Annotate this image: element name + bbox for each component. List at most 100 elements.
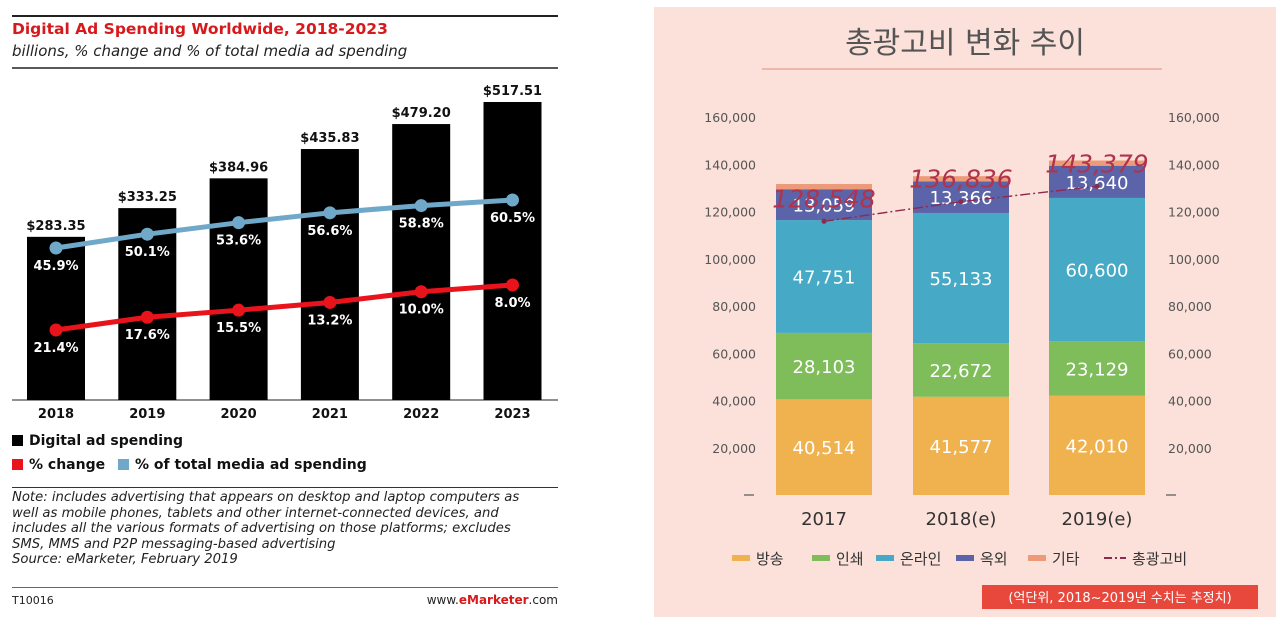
bar-segment — [1049, 160, 1145, 166]
point-pct-total-media — [49, 241, 63, 255]
pct-total-media-label: 53.6% — [216, 234, 261, 249]
x-tick-label: 2022 — [403, 407, 439, 422]
left-chart-panel: Digital Ad Spending Worldwide, 2018-2023… — [0, 0, 570, 627]
point-total — [1094, 183, 1100, 189]
y-tick-label-right: 120,000 — [1168, 205, 1220, 220]
line-total — [823, 185, 1098, 222]
segment-value-label: 13,059 — [793, 196, 856, 217]
segment-value-label: 60,600 — [1066, 261, 1129, 282]
bar-segment — [913, 343, 1009, 397]
legend-label: 총광고비 — [1132, 550, 1187, 568]
bar-segment — [1049, 197, 1145, 342]
legend-label: 기타 — [1052, 550, 1080, 568]
legend-swatch — [956, 555, 974, 561]
point-pct-total-media — [506, 193, 519, 207]
point-pct-change — [323, 295, 337, 309]
line-pct-change — [55, 282, 513, 333]
y-tick-label-left: 80,000 — [712, 299, 756, 314]
bar-2023 — [483, 102, 542, 400]
legend-swatch — [732, 555, 750, 561]
legend-swatch-pct-change — [12, 459, 23, 470]
line-pct-total-media — [55, 197, 513, 251]
y-tick-label-left: 120,000 — [704, 205, 756, 220]
bar-segment — [1049, 395, 1145, 495]
note-source: Source: eMarketer, February 2019 — [12, 552, 238, 568]
x-tick-label: 2021 — [312, 407, 348, 422]
legend-label-pct-change: % change — [29, 457, 105, 473]
segment-value-label: 23,129 — [1066, 359, 1129, 380]
y-tick-label-right: 100,000 — [1168, 252, 1220, 267]
point-pct-total-media — [232, 216, 246, 230]
footer-site[interactable]: www.eMarketer.com — [427, 593, 558, 607]
legend-swatch-pct-total-media — [118, 459, 129, 470]
legend-swatch — [812, 555, 830, 561]
bar-value-label: $283.35 — [26, 219, 85, 234]
x-tick-label: 2020 — [221, 407, 257, 422]
note-line: SMS, MMS and P2P messaging-based adverti… — [12, 536, 336, 552]
note-line: includes all the various formats of adve… — [12, 521, 511, 537]
x-tick-label: 2019(e) — [1062, 509, 1133, 530]
point-pct-total-media — [140, 227, 154, 241]
legend-label-pct-total-media: % of total media ad spending — [135, 457, 367, 473]
point-pct-change — [232, 303, 246, 317]
legend-swatch — [876, 555, 894, 561]
segment-value-label: 47,751 — [793, 267, 856, 288]
y-tick-label-left: 40,000 — [712, 394, 756, 409]
bar-segment — [776, 332, 872, 400]
bar-segment — [913, 396, 1009, 495]
footer-code: T10016 — [12, 594, 54, 607]
y-tick-label-right: 140,000 — [1168, 157, 1220, 172]
total-value-label: 128,548 — [772, 184, 875, 213]
legend-label: 인쇄 — [836, 550, 864, 568]
pct-total-media-label: 58.8% — [399, 217, 444, 232]
x-tick-label: 2017 — [801, 509, 847, 530]
y-tick-label-right: 40,000 — [1168, 394, 1212, 409]
y-tick-label-right: 160,000 — [1168, 110, 1220, 125]
pct-change-label: 21.4% — [33, 341, 78, 356]
legend-label-digital-ad-spending: Digital ad spending — [29, 433, 183, 449]
bar-value-label: $435.83 — [300, 131, 359, 146]
bar-2021 — [300, 149, 359, 400]
left-chart-note: Note: includes advertising that appears … — [12, 490, 562, 568]
pct-change-label: 10.0% — [399, 303, 444, 318]
legend-swatch-digital-ad-spending — [12, 435, 23, 446]
bar-segment — [776, 184, 872, 190]
pct-change-label: 17.6% — [125, 328, 170, 343]
y-tick-label-left: 140,000 — [704, 157, 756, 172]
pct-change-label: 8.0% — [494, 296, 530, 311]
bar-value-label: $517.51 — [483, 84, 542, 99]
y-tick-label-right: 60,000 — [1168, 346, 1212, 361]
x-tick-label: 2018 — [38, 407, 74, 422]
bar-value-label: $333.25 — [118, 190, 177, 205]
bar-segment — [913, 176, 1009, 182]
bar-segment — [776, 399, 872, 495]
segment-value-label: 22,672 — [930, 361, 993, 382]
y-tick-label-left: 160,000 — [704, 110, 756, 125]
pct-total-media-label: 56.6% — [307, 224, 352, 239]
bar-value-label: $479.20 — [392, 106, 451, 121]
y-tick-label-left: 20,000 — [712, 441, 756, 456]
bar-2020 — [209, 178, 268, 400]
bar-segment — [913, 212, 1009, 344]
y-tick-label-right: 20,000 — [1168, 441, 1212, 456]
segment-value-label: 55,133 — [930, 269, 993, 290]
pct-change-label: 13.2% — [307, 313, 352, 328]
segment-value-label: 28,103 — [793, 357, 856, 378]
point-pct-total-media — [323, 206, 337, 220]
point-total — [821, 218, 827, 224]
legend-label: 방송 — [756, 550, 784, 568]
right-chart-panel: 총광고비 변화 추이 20,000 20,000 40,000 40,000 60,00… — [654, 7, 1276, 617]
left-chart-subtitle: billions, % change and % of total media … — [12, 42, 407, 60]
bar-segment — [1049, 341, 1145, 396]
point-total — [958, 199, 964, 205]
legend-label: 온라인 — [900, 550, 941, 568]
footer-site-suffix: .com — [528, 593, 558, 607]
legend-swatch — [1028, 555, 1046, 561]
bar-segment — [1049, 165, 1145, 198]
bar-2022 — [392, 124, 451, 400]
bar-value-label: $384.96 — [209, 160, 268, 175]
bar-segment — [776, 220, 872, 333]
point-pct-change — [140, 310, 154, 324]
y-tick-label-left: 60,000 — [712, 346, 756, 361]
right-note-box — [982, 585, 1258, 609]
